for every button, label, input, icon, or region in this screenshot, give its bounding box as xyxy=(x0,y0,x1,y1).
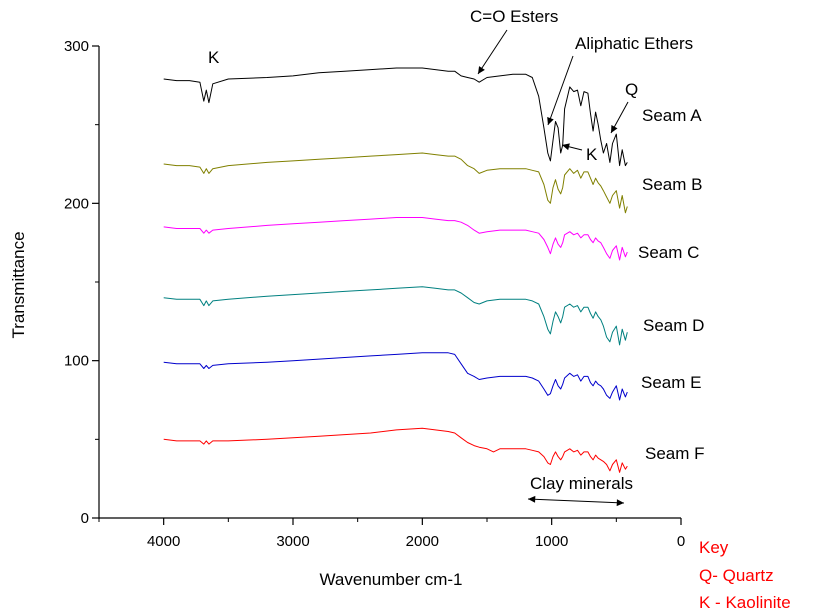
annotation-q: Q xyxy=(625,80,638,99)
series-label-seam-e: Seam E xyxy=(641,373,701,392)
arrow-clay-minerals-left-head xyxy=(528,495,536,503)
annotation-co-esters: C=O Esters xyxy=(470,7,558,26)
arrow-co-esters xyxy=(477,29,508,75)
annotation-k-mid: K xyxy=(586,145,598,164)
arrow-kaolinite-head xyxy=(562,143,570,151)
y-tick-label: 0 xyxy=(81,510,89,527)
annotation-clay-minerals: Clay minerals xyxy=(530,474,633,493)
x-tick-label: 2000 xyxy=(406,533,439,550)
series-label-seam-b: Seam B xyxy=(642,175,702,194)
annotation-aliphatic-ethers: Aliphatic Ethers xyxy=(575,34,693,53)
arrow-clay-minerals-right-head xyxy=(616,499,624,507)
series-layer: Seam A Seam B Seam C Seam D Seam E Seam F xyxy=(163,67,705,473)
annotation-layer: K C=O Esters Aliphatic Ethers Q K Clay m… xyxy=(9,7,791,612)
series-line-seam-f xyxy=(163,427,628,473)
y-axis-title: Transmittance xyxy=(9,231,28,338)
x-tick-label: 4000 xyxy=(147,533,180,550)
series-label-seam-f: Seam F xyxy=(645,444,705,463)
series-line-seam-a xyxy=(163,67,628,167)
series-line-seam-d xyxy=(163,286,628,346)
x-tick-label: 3000 xyxy=(276,533,309,550)
series-line-seam-c xyxy=(163,217,628,261)
y-tick-label: 100 xyxy=(64,353,89,370)
arrow-aliphatic-ethers-head xyxy=(547,117,554,125)
x-tick-label: 1000 xyxy=(535,533,568,550)
arrow-clay-minerals xyxy=(527,498,625,504)
x-tick-label: 0 xyxy=(677,533,685,550)
annotation-k-top: K xyxy=(208,48,220,67)
y-tick-label: 200 xyxy=(64,195,89,212)
axes: 4000 3000 2000 1000 0 0 100 200 300 xyxy=(64,38,685,550)
key-title: Key xyxy=(699,538,729,557)
series-label-seam-c: Seam C xyxy=(638,243,699,262)
series-line-seam-b xyxy=(163,152,628,214)
key-quartz: Q- Quartz xyxy=(699,566,774,585)
x-axis-title: Wavenumber cm-1 xyxy=(320,570,463,589)
y-tick-label: 300 xyxy=(64,38,89,55)
key-kaolinite: K - Kaolinite xyxy=(699,593,791,612)
arrow-aliphatic-ethers xyxy=(547,55,574,126)
series-line-seam-e xyxy=(163,352,628,401)
arrow-co-esters-head xyxy=(478,66,485,74)
series-label-seam-a: Seam A xyxy=(642,106,702,125)
series-label-seam-d: Seam D xyxy=(643,316,704,335)
arrow-quartz-head xyxy=(611,125,618,133)
